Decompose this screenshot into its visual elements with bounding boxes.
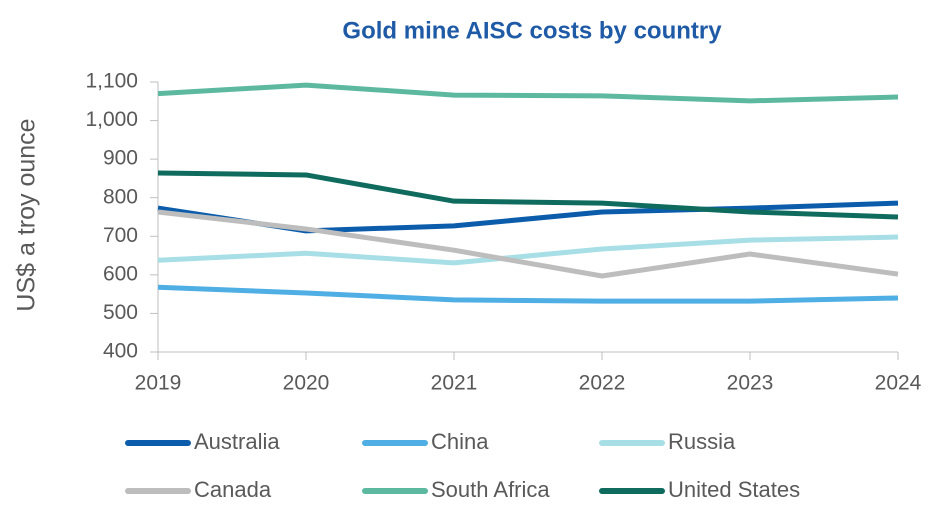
legend-label: Canada [194, 477, 272, 502]
y-tick-label: 800 [103, 185, 138, 208]
legend-label: Australia [194, 429, 280, 454]
y-tick-label: 400 [103, 340, 138, 363]
legend-label: China [431, 429, 489, 454]
x-tick-label: 2019 [135, 372, 182, 395]
y-tick-label: 900 [103, 147, 138, 170]
x-tick-label: 2020 [283, 372, 330, 395]
y-tick-label: 500 [103, 301, 138, 324]
series-line [157, 209, 899, 279]
y-tick-label: 1,100 [85, 70, 138, 93]
y-tick-label: 700 [103, 224, 138, 247]
y-tick-label: 1,000 [85, 108, 138, 131]
y-axis-label: US$ a troy ounce [13, 118, 41, 311]
y-tick-label: 600 [103, 262, 138, 285]
legend-label: United States [668, 477, 800, 502]
series-line [157, 284, 899, 304]
chart-title: Gold mine AISC costs by country [342, 17, 722, 44]
series-line [157, 170, 899, 220]
x-tick-label: 2022 [579, 372, 626, 395]
legend-label: Russia [668, 429, 736, 454]
legend-label: South Africa [431, 477, 550, 502]
series-line [157, 82, 899, 104]
x-tick-label: 2024 [875, 372, 922, 395]
x-tick-label: 2023 [727, 372, 774, 395]
x-tick-label: 2021 [431, 372, 478, 395]
series-line [157, 234, 899, 266]
